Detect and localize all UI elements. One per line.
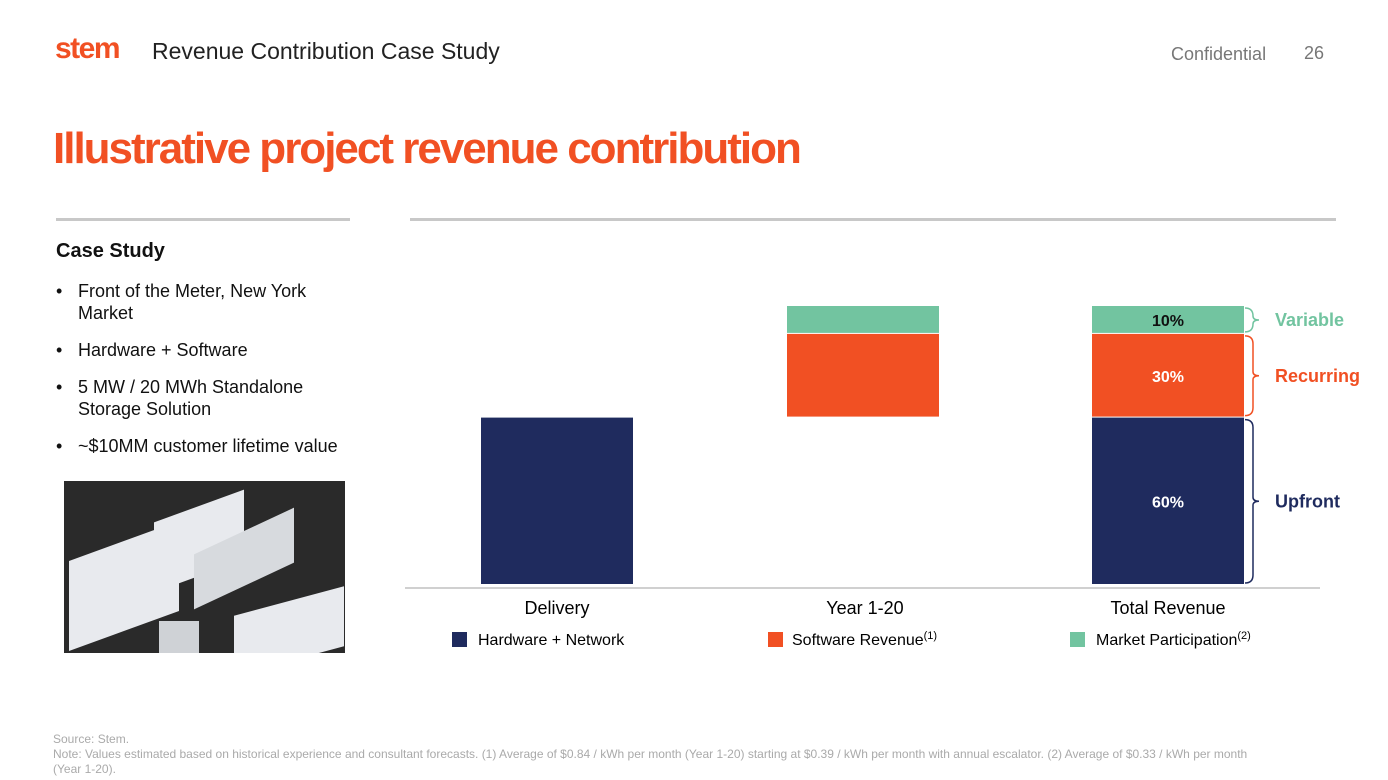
section-title: Revenue Contribution Case Study	[152, 38, 500, 64]
bracket-recurring	[1244, 335, 1260, 417]
bar-delivery-0	[481, 417, 633, 584]
stem-logo: stem	[55, 32, 121, 65]
legend-label: Hardware + Network	[478, 632, 625, 649]
bar-year-1-20-1	[787, 333, 939, 417]
legend-swatch-hardware	[452, 632, 467, 647]
legend-swatch-software	[768, 632, 783, 647]
confidential-label: Confidential	[1171, 44, 1267, 64]
storage-site-photo	[64, 481, 345, 653]
category-label: Total Revenue	[1110, 598, 1225, 618]
right-divider	[410, 218, 1336, 221]
bar-total-revenue-2	[1092, 306, 1244, 333]
case-study-bullets: Front of the Meter, New York Market Hard…	[56, 280, 356, 472]
data-label: 10%	[1152, 313, 1184, 330]
footnote-continued: (Year 1-20).	[53, 762, 116, 776]
bracket-label: Variable	[1275, 310, 1344, 330]
category-label: Delivery	[524, 598, 589, 618]
bar-total-revenue-1	[1092, 333, 1244, 417]
bracket-label: Recurring	[1275, 366, 1360, 386]
bar-total-revenue-0	[1092, 417, 1244, 584]
footnote: Note: Values estimated based on historic…	[53, 747, 1248, 761]
legend: Hardware + Network Software Revenue(1) M…	[452, 630, 1251, 649]
bullet: ~$10MM customer lifetime value	[56, 435, 356, 457]
bullet: Hardware + Software	[56, 339, 356, 361]
page-number: 26	[1304, 43, 1325, 63]
slide-title: Illustrative project revenue contributio…	[53, 124, 802, 173]
bracket-variable	[1244, 307, 1260, 333]
bracket-label: Upfront	[1275, 491, 1340, 511]
bullet: Front of the Meter, New York Market	[56, 280, 356, 324]
bar-year-1-20-2	[787, 306, 939, 333]
left-divider	[56, 218, 350, 221]
source-note: Source: Stem.	[53, 732, 130, 746]
category-label: Year 1-20	[826, 598, 903, 618]
bracket-upfront	[1244, 418, 1260, 584]
legend-label: Market Participation(2)	[1096, 630, 1251, 649]
case-study-title: Case Study	[56, 240, 165, 262]
data-label: 60%	[1152, 494, 1184, 511]
legend-swatch-market	[1070, 632, 1085, 647]
legend-label: Software Revenue(1)	[792, 630, 937, 649]
data-label: 30%	[1152, 369, 1184, 386]
bullet: 5 MW / 20 MWh Standalone Storage Solutio…	[56, 376, 356, 420]
